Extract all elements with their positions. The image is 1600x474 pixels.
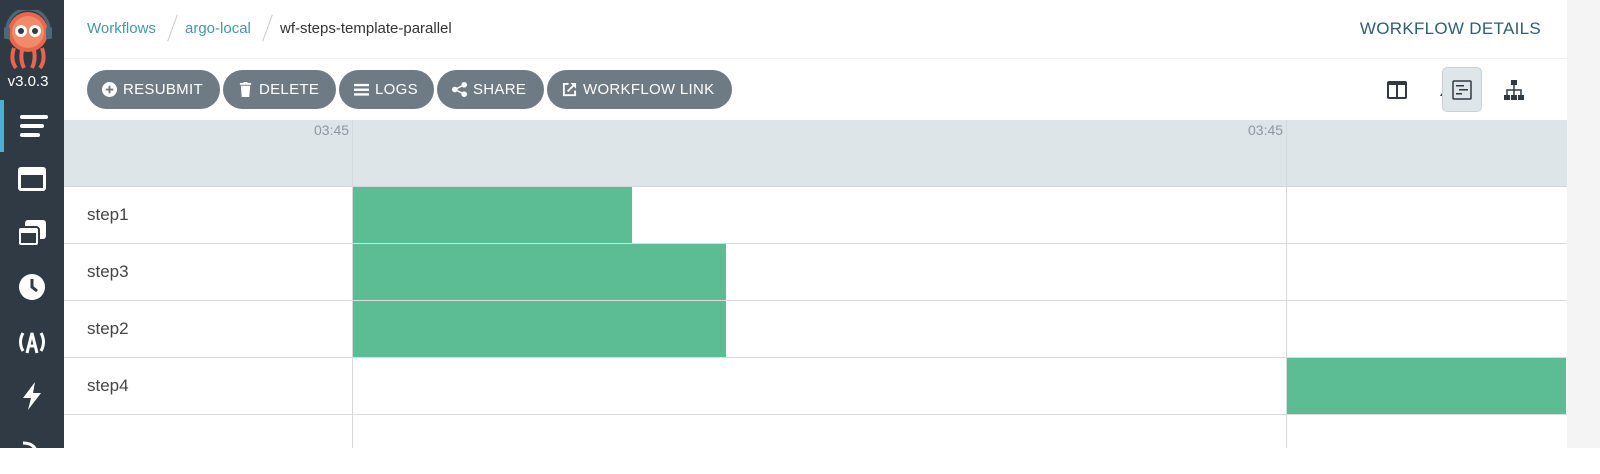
split-view-button[interactable] xyxy=(1377,67,1417,112)
time-gridline xyxy=(352,120,353,448)
nav-event-sources[interactable] xyxy=(0,316,64,368)
bars-icon xyxy=(20,115,48,137)
breadcrumb-separator xyxy=(167,14,178,42)
graph-view-icon xyxy=(1504,79,1524,100)
nav-sensors[interactable] xyxy=(0,370,64,422)
bolt-icon xyxy=(23,382,41,410)
share-icon xyxy=(452,82,467,97)
breadcrumb-namespace[interactable]: argo-local xyxy=(185,20,251,37)
timeline-view-button[interactable] xyxy=(1442,67,1482,112)
time-tick-label: 03:45 xyxy=(314,122,350,138)
timeline-header xyxy=(64,120,1567,187)
nav-cluster-workflow-templates[interactable] xyxy=(0,207,64,259)
version-label: v3.0.3 xyxy=(7,73,49,90)
row-label: step3 xyxy=(87,262,129,281)
timeline-row[interactable]: step2 xyxy=(64,301,1567,358)
share-label: SHARE xyxy=(473,81,527,98)
clock-icon xyxy=(19,274,45,300)
nav-cron-workflows[interactable] xyxy=(0,261,64,313)
nav-workflows[interactable] xyxy=(0,100,64,152)
resubmit-button[interactable]: RESUBMIT xyxy=(87,70,220,109)
argo-logo-icon[interactable] xyxy=(4,10,52,70)
clone-icon xyxy=(17,220,46,247)
step-duration-bar[interactable] xyxy=(352,244,726,300)
feed-icon xyxy=(22,441,39,458)
workflow-timeline: step1 step3 step2 step4 03:45 03:45 xyxy=(64,120,1567,448)
row-label: step2 xyxy=(87,319,129,338)
timeline-row[interactable]: step1 xyxy=(64,187,1567,244)
timeline-row[interactable]: step3 xyxy=(64,244,1567,301)
top-bar: Workflows argo-local wf-steps-template-p… xyxy=(64,0,1567,59)
logs-label: LOGS xyxy=(375,81,418,98)
step-duration-bar[interactable] xyxy=(352,187,633,243)
row-label: step1 xyxy=(87,205,129,224)
step-duration-bar[interactable] xyxy=(352,301,726,357)
plus-circle-icon xyxy=(102,82,117,97)
delete-label: DELETE xyxy=(259,81,320,98)
window-icon xyxy=(18,167,46,191)
toolbar: RESUBMIT DELETE LOGS SHARE WORKFLOW LINK xyxy=(64,59,1567,120)
timeline-view-icon xyxy=(1452,79,1472,100)
delete-button[interactable]: DELETE xyxy=(223,70,336,109)
nav-more[interactable] xyxy=(0,422,64,474)
breadcrumb-workflows[interactable]: Workflows xyxy=(87,20,156,37)
resubmit-label: RESUBMIT xyxy=(123,81,203,98)
list-icon xyxy=(354,83,369,96)
nav-workflow-templates[interactable] xyxy=(0,153,64,205)
step-duration-bar[interactable] xyxy=(1286,358,1567,414)
logs-button[interactable]: LOGS xyxy=(339,70,434,109)
broadcast-icon xyxy=(19,332,45,354)
workflow-link-button[interactable]: WORKFLOW LINK xyxy=(547,70,732,109)
split-view-icon xyxy=(1387,80,1407,99)
time-gridline xyxy=(1286,120,1287,448)
trash-icon xyxy=(239,82,252,97)
breadcrumb-workflow-name: wf-steps-template-parallel xyxy=(280,20,452,37)
sidebar: v3.0.3 xyxy=(0,0,64,458)
external-link-icon xyxy=(562,82,577,97)
workflow-link-label: WORKFLOW LINK xyxy=(583,81,715,98)
timeline-row[interactable]: step4 xyxy=(64,358,1567,415)
page-title: WORKFLOW DETAILS xyxy=(1359,19,1541,38)
share-button[interactable]: SHARE xyxy=(437,70,544,109)
time-tick-label: 03:45 xyxy=(1248,122,1284,138)
scroll-gutter xyxy=(1567,0,1600,448)
row-label: step4 xyxy=(87,376,129,395)
breadcrumb-separator xyxy=(262,14,273,42)
graph-view-button[interactable] xyxy=(1494,67,1534,112)
